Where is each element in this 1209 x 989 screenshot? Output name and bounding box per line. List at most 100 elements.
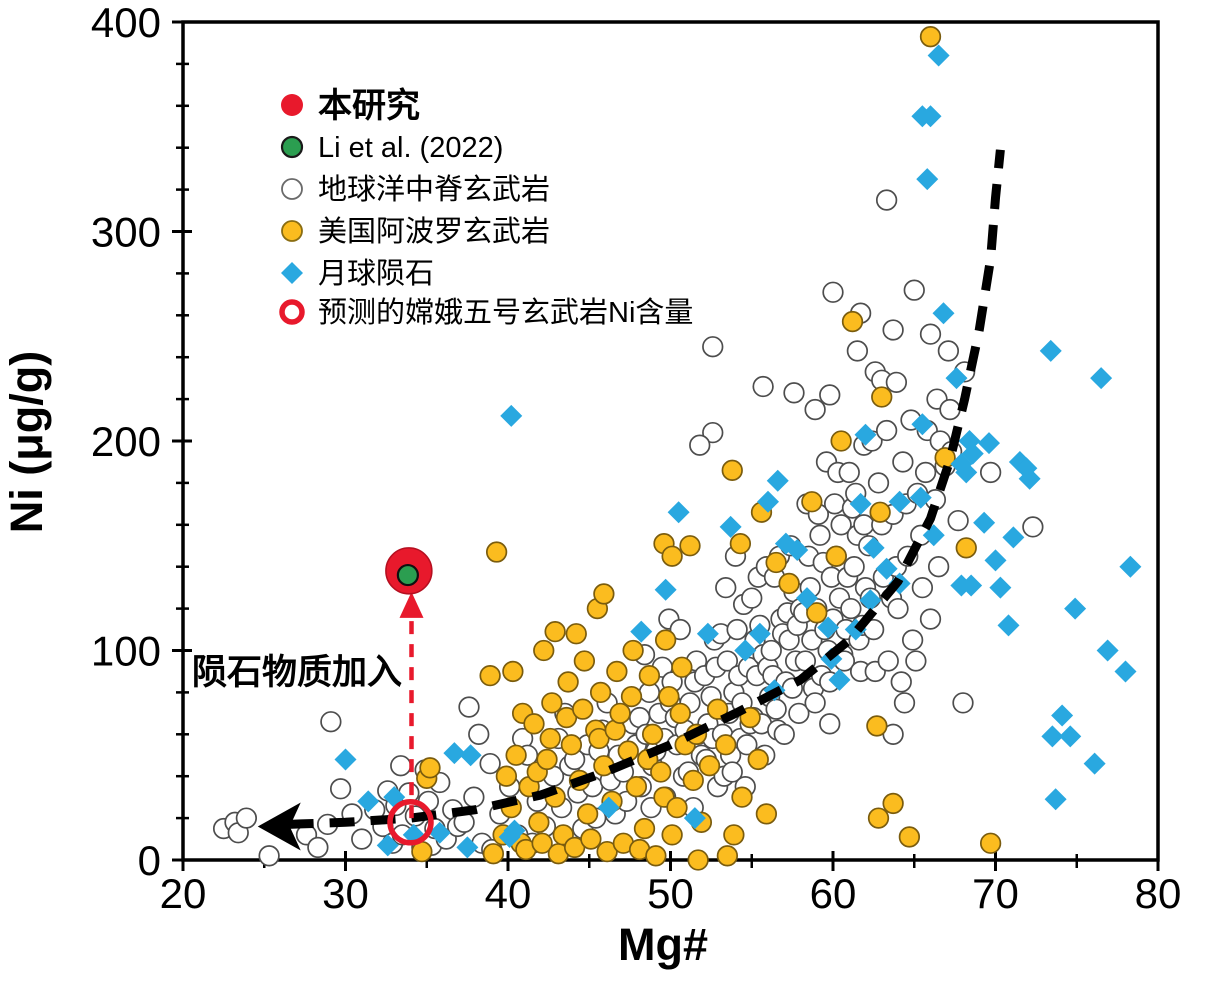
data-point — [882, 319, 904, 341]
legend-marker-5 — [279, 299, 305, 325]
data-point — [658, 685, 680, 708]
data-point — [773, 723, 795, 745]
data-point — [822, 281, 844, 303]
data-point — [916, 168, 939, 191]
data-point — [887, 597, 909, 620]
trend-curve-path — [288, 149, 1005, 829]
data-point — [997, 614, 1020, 637]
data-point — [479, 664, 501, 687]
data-point — [862, 536, 885, 559]
data-point — [806, 602, 828, 624]
data-point — [654, 629, 677, 651]
y-axis-label: Ni (μg/g) — [1, 351, 52, 533]
data-point — [1083, 752, 1106, 775]
data-point — [502, 660, 524, 683]
data-point — [702, 421, 724, 444]
y-tick-label: 300 — [91, 209, 161, 256]
data-point — [901, 629, 924, 651]
data-point — [721, 459, 743, 481]
data-point — [669, 618, 691, 641]
data-point — [778, 572, 800, 595]
data-point — [539, 727, 561, 750]
data-point — [638, 664, 661, 687]
data-point — [947, 509, 969, 532]
data-point — [654, 578, 677, 601]
data-point — [505, 744, 527, 766]
data-point — [376, 834, 399, 857]
data-point — [687, 849, 709, 871]
x-tick-label: 30 — [322, 870, 369, 917]
data-point — [838, 461, 860, 484]
data-point — [846, 340, 869, 362]
data-point — [911, 413, 934, 436]
data-point — [334, 748, 357, 771]
data-point — [952, 692, 974, 714]
data-point — [989, 576, 1012, 599]
data-point — [875, 419, 898, 442]
y-tick-label: 100 — [91, 628, 161, 675]
data-point — [796, 587, 818, 610]
data-point — [1041, 725, 1064, 748]
data-point — [788, 702, 810, 724]
data-point — [932, 302, 955, 325]
data-point — [523, 713, 545, 735]
data-point — [919, 105, 942, 128]
data-point — [1018, 467, 1041, 490]
data-point — [721, 761, 743, 783]
data-point — [978, 432, 1000, 455]
data-point — [866, 715, 888, 737]
data-point — [830, 430, 852, 452]
data-point — [307, 836, 329, 859]
data-point — [871, 386, 893, 408]
data-point — [459, 744, 482, 767]
data-point — [877, 650, 899, 672]
data-point — [258, 845, 280, 867]
data-point — [329, 778, 352, 800]
data-point — [729, 533, 752, 555]
data-point — [960, 574, 983, 597]
data-point — [573, 650, 596, 672]
li-2022-point — [396, 563, 419, 587]
data-point — [667, 501, 690, 524]
data-point — [698, 755, 721, 777]
data-point — [937, 340, 960, 362]
data-point — [1064, 597, 1087, 620]
data-point — [572, 698, 594, 720]
data-point — [702, 336, 724, 358]
series-3 — [411, 26, 1002, 871]
data-point — [565, 623, 587, 645]
data-point — [867, 472, 890, 494]
data-point — [357, 790, 380, 813]
x-tick-label: 60 — [810, 870, 857, 917]
data-point — [593, 583, 615, 605]
legend-marker-3 — [281, 220, 303, 242]
data-point — [589, 681, 612, 704]
data-point — [905, 650, 927, 672]
data-point — [747, 748, 769, 771]
legend: 本研究 Li et al. (2022) 地球洋中脊玄武岩 美国阿波罗玄武岩 月… — [279, 87, 693, 329]
data-point — [766, 469, 789, 492]
legend-label-morb: 地球洋中脊玄武岩 — [318, 173, 550, 206]
data-point — [641, 723, 664, 745]
data-point — [984, 549, 1007, 572]
data-point — [955, 461, 978, 484]
data-point — [661, 824, 683, 846]
data-point — [973, 511, 996, 534]
data-point — [804, 398, 826, 421]
data-point — [485, 541, 508, 563]
data-point — [679, 535, 701, 557]
data-point — [458, 696, 480, 718]
data-point — [625, 776, 648, 798]
data-point — [849, 492, 872, 515]
data-point — [503, 819, 526, 842]
data-point — [786, 538, 809, 561]
data-point — [734, 639, 757, 662]
data-point — [1114, 660, 1137, 683]
data-point — [576, 803, 599, 825]
data-point — [544, 620, 566, 643]
data-point — [875, 189, 898, 211]
data-point — [765, 551, 787, 574]
data-point — [482, 843, 505, 865]
data-point — [909, 486, 932, 509]
